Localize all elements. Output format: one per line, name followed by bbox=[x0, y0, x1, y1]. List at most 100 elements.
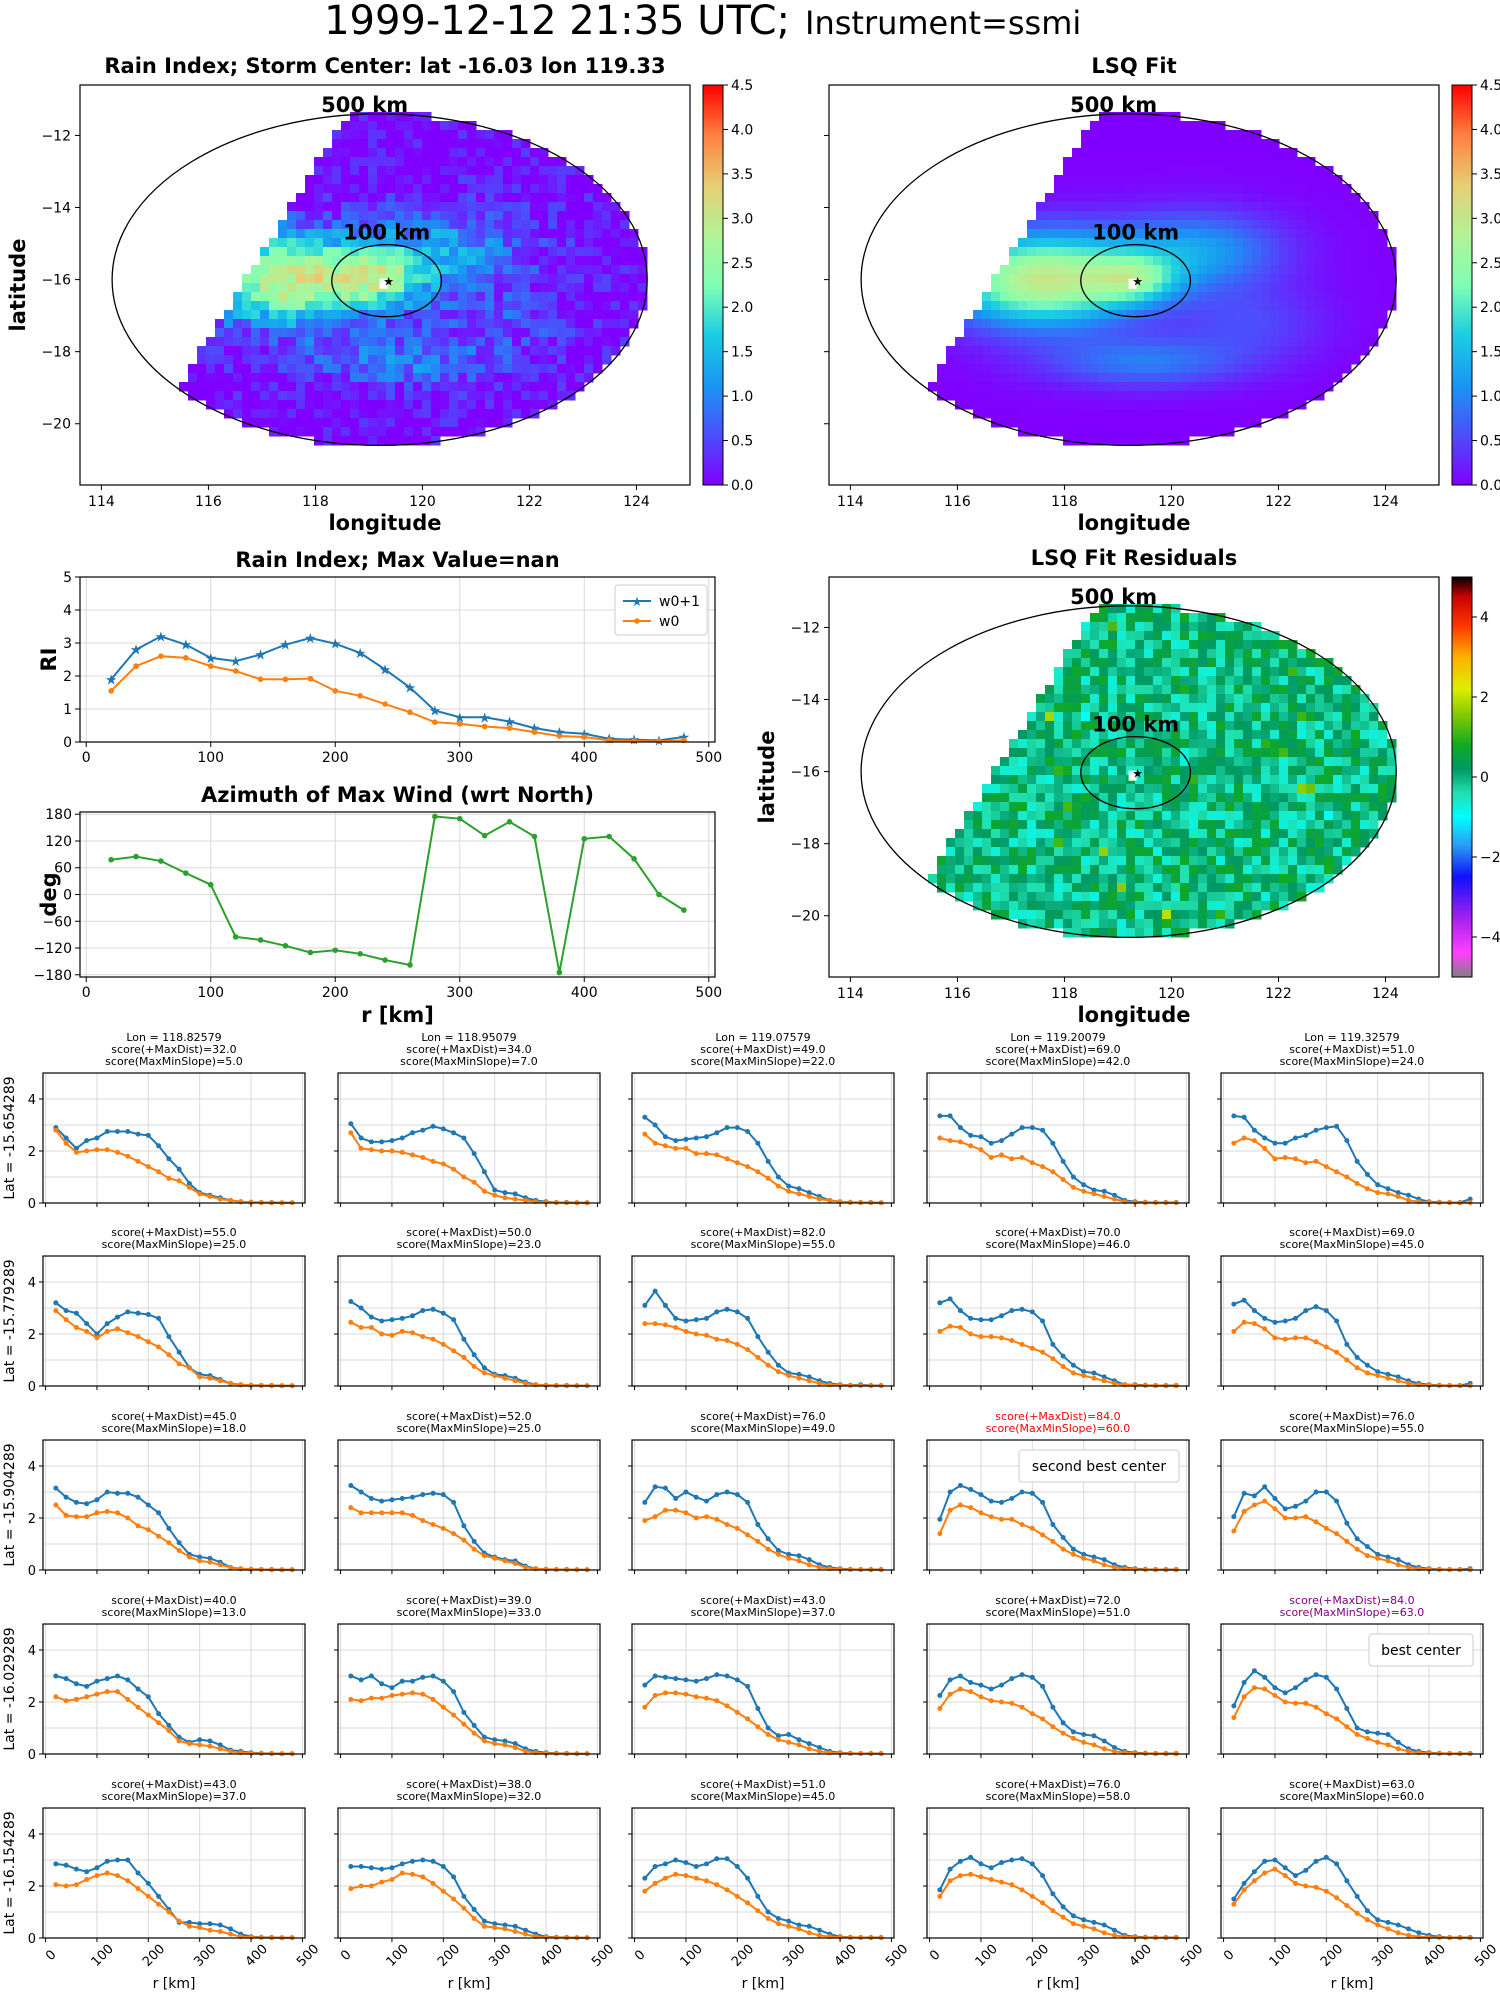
heatmap-cell bbox=[503, 319, 513, 329]
heatmap-cell bbox=[1144, 112, 1154, 122]
heatmap-cell bbox=[1081, 703, 1091, 713]
heatmap-cell bbox=[1189, 730, 1199, 740]
heatmap-cell bbox=[503, 310, 513, 320]
heatmap-cell bbox=[1279, 712, 1289, 722]
data-point: ★ bbox=[254, 648, 267, 664]
heatmap-cell bbox=[1081, 373, 1091, 383]
heatmap-cell bbox=[1045, 373, 1055, 383]
heatmap-cell bbox=[1153, 184, 1163, 194]
heatmap-cell bbox=[467, 229, 477, 239]
heatmap-cell bbox=[1288, 820, 1298, 830]
heatmap-cell bbox=[449, 247, 459, 257]
heatmap-cell bbox=[557, 391, 567, 401]
x-tick-label: 124 bbox=[1372, 986, 1399, 1002]
heatmap-cell bbox=[629, 292, 639, 302]
heatmap-cell bbox=[991, 829, 1001, 839]
heatmap-cell bbox=[314, 409, 324, 419]
heatmap-cell bbox=[1261, 784, 1271, 794]
heatmap-cell bbox=[1333, 220, 1343, 230]
heatmap-cell bbox=[224, 409, 234, 419]
heatmap-cell bbox=[1306, 292, 1316, 302]
heatmap-cell bbox=[1099, 265, 1109, 275]
heatmap-cell bbox=[1279, 283, 1289, 293]
heatmap-cell bbox=[1162, 928, 1172, 938]
heatmap-cell bbox=[1198, 676, 1208, 686]
heatmap-cell bbox=[1207, 703, 1217, 713]
heatmap-cell bbox=[1270, 364, 1280, 374]
heatmap-cell bbox=[1153, 649, 1163, 659]
y-tick-label: 0 bbox=[63, 735, 72, 751]
heatmap-cell bbox=[233, 301, 243, 311]
heatmap-cell bbox=[1072, 802, 1082, 812]
profile-point bbox=[186, 1365, 192, 1371]
score-maxminslope: score(MaxMinSlope)=42.0 bbox=[986, 1055, 1131, 1068]
heatmap-cell bbox=[1180, 658, 1190, 668]
heatmap-cell bbox=[1162, 811, 1172, 821]
heatmap-cell bbox=[467, 292, 477, 302]
heatmap-cell bbox=[1189, 328, 1199, 338]
heatmap-cell bbox=[494, 391, 504, 401]
heatmap-cell bbox=[1207, 328, 1217, 338]
heatmap-cell bbox=[1216, 811, 1226, 821]
heatmap-cell bbox=[1135, 694, 1145, 704]
profile-point bbox=[1060, 1158, 1066, 1164]
heatmap-cell bbox=[1153, 418, 1163, 428]
heatmap-cell bbox=[1000, 802, 1010, 812]
heatmap-cell bbox=[982, 865, 992, 875]
figure-title: 1999-12-12 21:35 UTC; bbox=[324, 0, 790, 44]
heatmap-cell bbox=[1279, 202, 1289, 212]
heatmap-cell bbox=[1207, 373, 1217, 383]
data-point: ★ bbox=[229, 654, 242, 670]
heatmap-cell bbox=[1144, 712, 1154, 722]
heatmap-cell bbox=[1288, 847, 1298, 857]
profile-point bbox=[703, 1315, 709, 1321]
heatmap-cell bbox=[1297, 211, 1307, 221]
heatmap-cell bbox=[1144, 301, 1154, 311]
heatmap-cell bbox=[1180, 631, 1190, 641]
heatmap-cell bbox=[1135, 703, 1145, 713]
heatmap-cell bbox=[1225, 820, 1235, 830]
heatmap-cell bbox=[1108, 667, 1118, 677]
heatmap-cell bbox=[1153, 202, 1163, 212]
heatmap-cell bbox=[431, 283, 441, 293]
heatmap-cell bbox=[1009, 847, 1019, 857]
profile-point bbox=[420, 1334, 426, 1340]
heatmap-cell bbox=[1009, 829, 1019, 839]
heatmap-cell bbox=[413, 121, 423, 131]
heatmap-cell bbox=[1063, 292, 1073, 302]
heatmap-cell bbox=[1090, 265, 1100, 275]
heatmap-cell bbox=[1324, 676, 1334, 686]
heatmap-cell bbox=[404, 220, 414, 230]
heatmap-cell bbox=[386, 391, 396, 401]
heatmap-cell bbox=[1036, 748, 1046, 758]
heatmap-cell bbox=[449, 409, 459, 419]
heatmap-cell bbox=[1063, 211, 1073, 221]
heatmap-cell bbox=[1000, 328, 1010, 338]
heatmap-cell bbox=[350, 346, 360, 356]
heatmap-cell bbox=[1306, 283, 1316, 293]
heatmap-cell bbox=[1225, 874, 1235, 884]
heatmap-cell bbox=[224, 337, 234, 347]
heatmap-cell bbox=[404, 139, 414, 149]
heatmap-cell bbox=[350, 139, 360, 149]
heatmap-cell bbox=[1270, 757, 1280, 767]
heatmap-cell bbox=[1306, 346, 1316, 356]
heatmap-cell bbox=[485, 130, 495, 140]
heatmap-cell bbox=[341, 247, 351, 257]
heatmap-cell bbox=[1171, 202, 1181, 212]
heatmap-cell bbox=[1153, 337, 1163, 347]
heatmap-cell bbox=[530, 157, 540, 167]
heatmap-cell bbox=[1207, 157, 1217, 167]
heatmap-cell bbox=[1351, 229, 1361, 239]
heatmap-cell bbox=[404, 364, 414, 374]
heatmap-cell bbox=[1288, 400, 1298, 410]
heatmap-cell bbox=[206, 373, 216, 383]
heatmap-cell bbox=[1270, 283, 1280, 293]
heatmap-cell bbox=[1171, 211, 1181, 221]
heatmap-cell bbox=[1234, 292, 1244, 302]
heatmap-cell bbox=[1054, 418, 1064, 428]
heatmap-cell bbox=[1153, 721, 1163, 731]
heatmap-cell bbox=[1009, 283, 1019, 293]
heatmap-cell bbox=[1171, 649, 1181, 659]
data-point bbox=[581, 835, 588, 842]
